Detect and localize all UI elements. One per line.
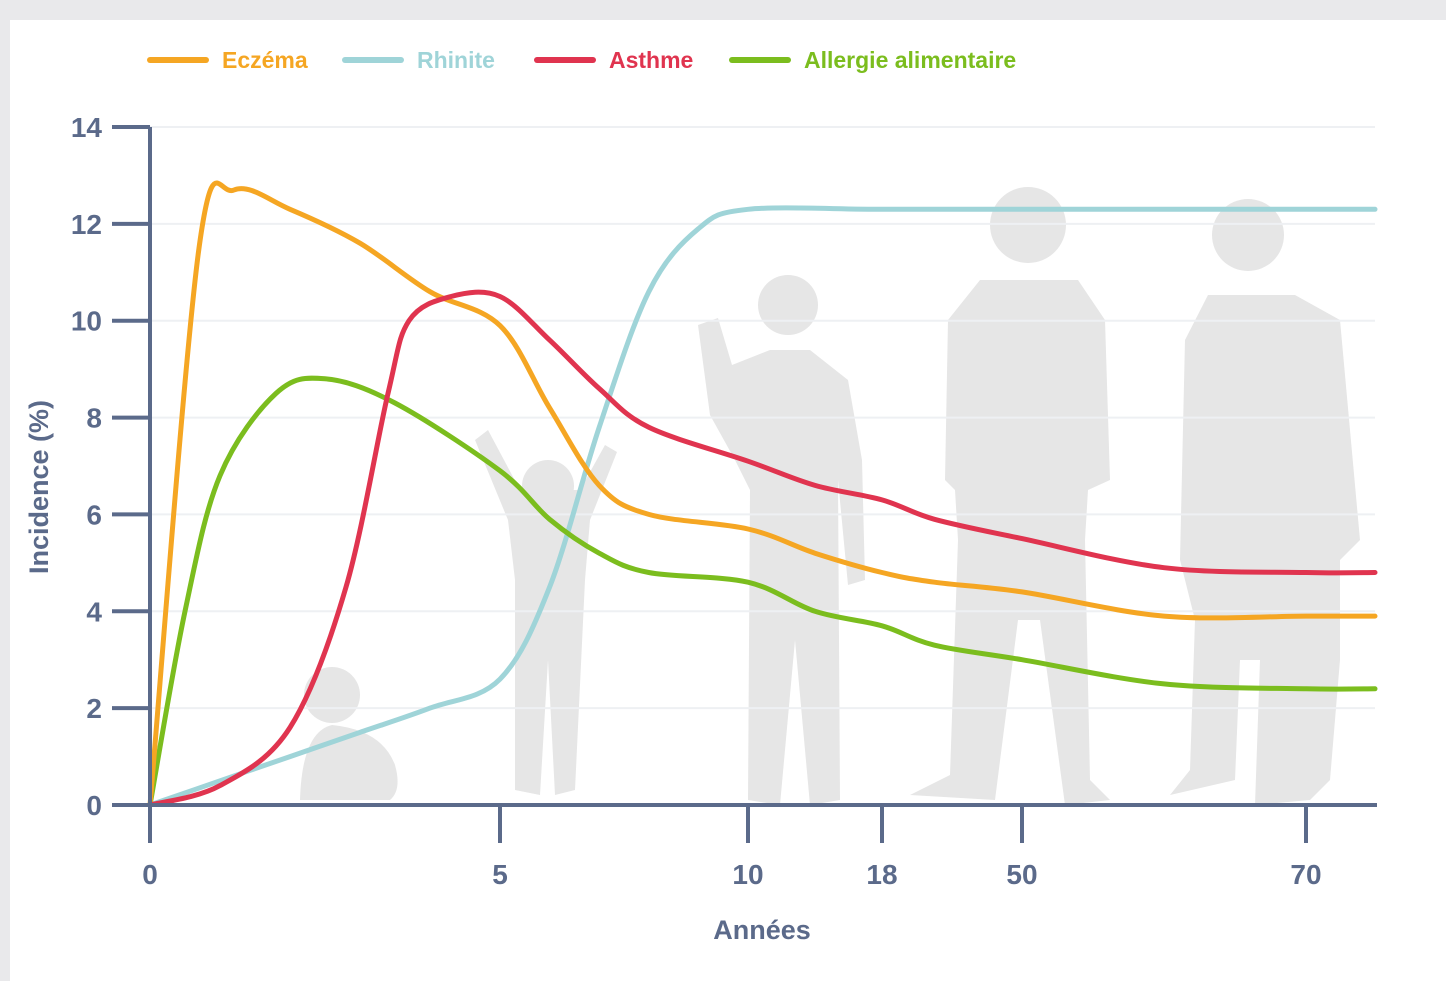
y-tick-label-4: 4 (86, 596, 102, 627)
legend-label-allergie-alimentaire: Allergie alimentaire (804, 47, 1016, 73)
legend: Eczéma Rhinite Asthme Allergie alimentaire (147, 47, 1016, 73)
series-line-asthme (147, 289, 1378, 808)
y-tick-label-0: 0 (86, 790, 102, 821)
legend-label-eczema: Eczéma (222, 47, 308, 73)
legend-item-rhinite: Rhinite (342, 47, 495, 73)
x-axis-title: Années (713, 915, 811, 945)
series-line-rhinite (147, 205, 1378, 808)
chart-card: 0 2 4 6 8 10 12 14 0 5 10 18 50 70 Incidence (%) Anné… (10, 20, 1446, 981)
series-line-eczema (147, 180, 1378, 808)
people-silhouettes (300, 187, 1360, 805)
x-tick-label-10: 10 (732, 859, 763, 890)
y-tick-label-8: 8 (86, 403, 102, 434)
tick-labels: 0 2 4 6 8 10 12 14 0 5 10 18 50 70 (71, 112, 1322, 890)
gridlines (150, 126, 1375, 710)
baby-silhouette (300, 667, 398, 800)
y-tick-label-6: 6 (86, 499, 102, 530)
y-tick-label-2: 2 (86, 693, 102, 724)
legend-item-asthme: Asthme (534, 47, 693, 73)
x-tick-label-70: 70 (1290, 859, 1321, 890)
axes (112, 125, 1377, 843)
x-tick-label-5: 5 (492, 859, 508, 890)
x-tick-label-0: 0 (142, 859, 158, 890)
legend-label-rhinite: Rhinite (417, 47, 495, 73)
adult-silhouette (910, 187, 1110, 805)
y-tick-label-10: 10 (71, 306, 102, 337)
y-tick-label-12: 12 (71, 209, 102, 240)
series-lines (147, 180, 1378, 808)
y-tick-label-14: 14 (71, 112, 103, 143)
x-tick-label-50: 50 (1006, 859, 1037, 890)
incidence-chart: 0 2 4 6 8 10 12 14 0 5 10 18 50 70 Incidence (%) Anné… (24, 47, 1378, 945)
child-silhouette (475, 430, 617, 795)
legend-item-eczema: Eczéma (147, 47, 308, 73)
legend-item-allergie-alimentaire: Allergie alimentaire (729, 47, 1016, 73)
series-line-allergie-alimentaire (147, 375, 1378, 808)
legend-label-asthme: Asthme (609, 47, 693, 73)
x-tick-label-18: 18 (866, 859, 897, 890)
y-axis-title: Incidence (%) (24, 400, 54, 574)
elderly-silhouette (1170, 199, 1360, 805)
